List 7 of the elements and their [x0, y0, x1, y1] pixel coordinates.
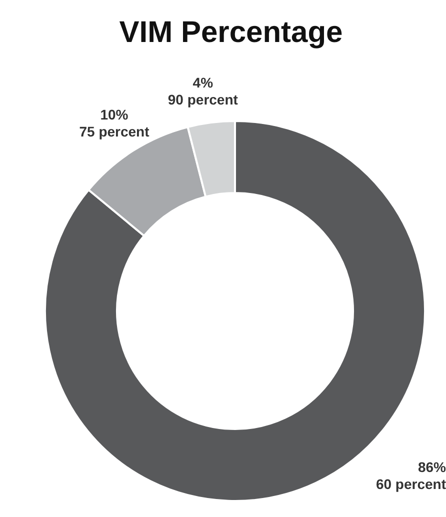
chart-title: VIM Percentage [118, 16, 344, 50]
slice-label: 90 percent [168, 92, 238, 108]
data-label: 86% [418, 459, 446, 475]
data-label: 10% [100, 106, 129, 123]
data-label: 4% [192, 74, 214, 91]
slice-label: 75 percent [79, 124, 150, 140]
slice-label: 60 percent [376, 476, 446, 492]
